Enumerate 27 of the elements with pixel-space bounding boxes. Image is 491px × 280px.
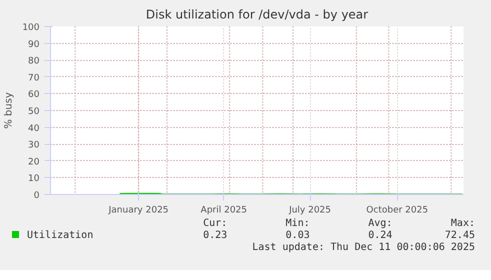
x-tick-label: October 2025: [366, 206, 428, 216]
legend-label: Utilization: [26, 230, 94, 242]
y-tick-label: 20: [28, 157, 40, 168]
x-tick-label: April 2025: [200, 206, 248, 216]
y-tick-label: 70: [28, 73, 40, 84]
text: Last update: Thu Dec 11 00:00:06 2025: [251, 242, 475, 254]
y-axis-title: % busy: [3, 92, 14, 129]
y-tick-label: 100: [22, 23, 40, 33]
y-tick-label: 40: [28, 124, 40, 134]
y-tick-label: 60: [28, 90, 40, 100]
x-tick-label: January 2025: [108, 206, 169, 216]
text: 0.03: [284, 230, 310, 242]
text: Min:: [284, 218, 310, 230]
y-tick-label: 80: [28, 56, 40, 67]
text: Max:: [450, 218, 475, 230]
y-tick-label: 90: [28, 40, 40, 50]
text: 0.24: [367, 230, 392, 242]
y-tick-label: 30: [28, 140, 40, 151]
text: 72.45: [444, 230, 475, 242]
y-tick-label: 10: [28, 174, 40, 184]
y-tick-label: 0: [34, 191, 40, 201]
text: Cur:: [202, 218, 228, 230]
x-tick-label: July 2025: [288, 206, 332, 216]
text: Avg:: [367, 218, 392, 230]
text: 0.23: [202, 230, 228, 242]
chart-title: Disk utilization for /dev/vda - by year: [146, 8, 368, 22]
y-tick-label: 50: [28, 107, 40, 117]
